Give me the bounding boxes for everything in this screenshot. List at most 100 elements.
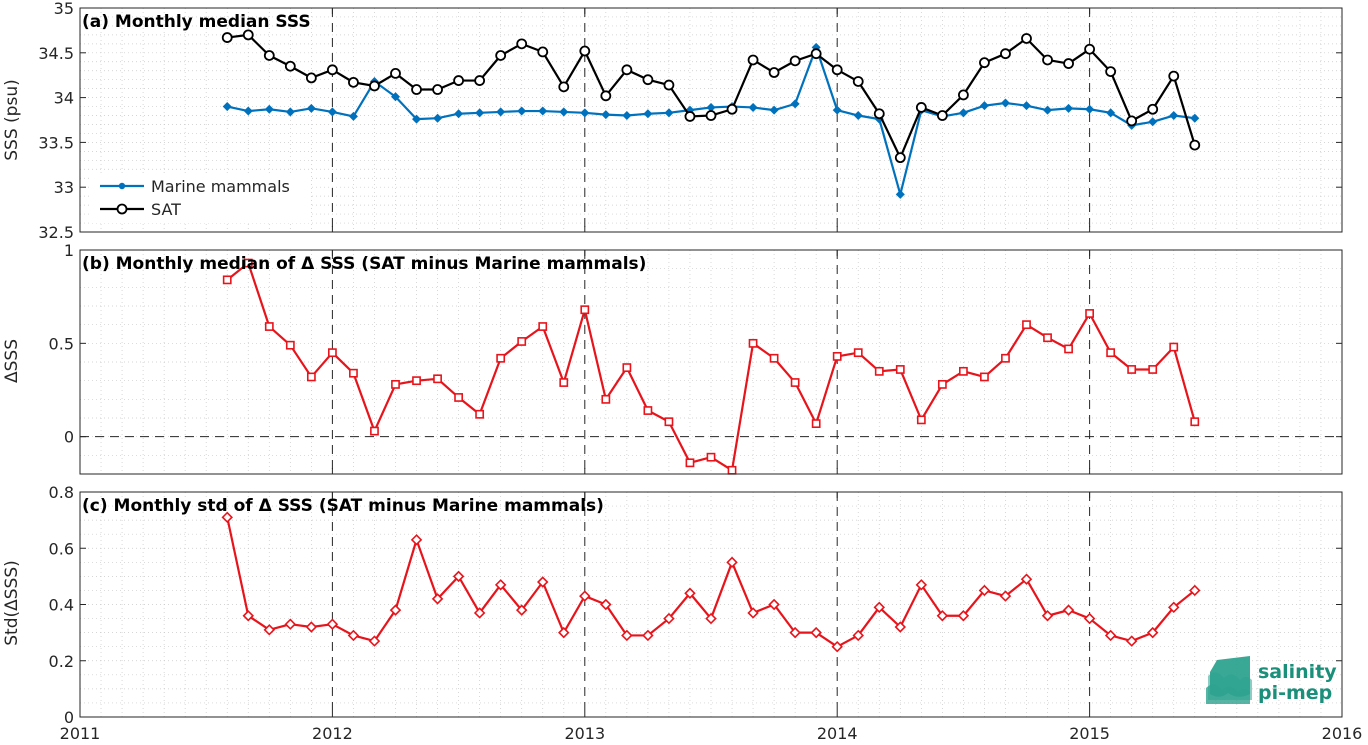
data-point-marker	[1043, 105, 1053, 115]
data-point-marker	[474, 75, 486, 86]
data-point-marker	[705, 110, 717, 121]
panel-a-axes-frame	[79, 7, 1343, 233]
data-point-marker	[538, 106, 548, 116]
data-point-marker	[221, 32, 233, 43]
data-point-marker	[1190, 113, 1200, 123]
y-tick-label: 34	[54, 89, 74, 108]
data-point-marker	[936, 610, 949, 622]
data-point-marker	[1127, 365, 1137, 374]
data-point-marker	[600, 598, 612, 611]
data-point-marker	[1083, 612, 1096, 625]
data-point-marker	[937, 379, 947, 389]
data-point-marker	[980, 372, 989, 382]
data-point-marker	[1022, 320, 1031, 330]
data-point-marker	[1085, 309, 1094, 318]
data-point-marker	[600, 90, 612, 102]
data-point-marker	[916, 415, 926, 425]
data-point-marker	[326, 618, 339, 630]
y-tick-label: 0	[64, 428, 74, 447]
data-point-marker	[496, 107, 506, 117]
data-point-marker	[222, 275, 232, 285]
data-point-marker	[370, 426, 379, 436]
data-point-marker	[747, 54, 759, 66]
data-point-marker	[1063, 58, 1074, 69]
data-point-marker	[1189, 139, 1201, 151]
x-tick-label: 2011	[60, 724, 101, 743]
data-point-marker	[517, 337, 527, 346]
data-point-marker	[1190, 417, 1200, 427]
y-tick-label: 0.5	[49, 334, 74, 353]
data-point-marker	[431, 593, 444, 605]
data-point-marker	[685, 458, 695, 468]
y-tick-label: 32.5	[38, 223, 74, 242]
data-point-marker	[936, 110, 948, 121]
y-tick-label: 33.5	[38, 133, 74, 152]
data-point-marker	[1169, 342, 1179, 352]
data-point-marker	[663, 612, 675, 625]
data-point-marker	[1106, 348, 1116, 358]
data-point-marker	[915, 579, 928, 591]
panel-b-axes-frame	[79, 249, 1343, 475]
data-point-marker	[347, 629, 360, 642]
data-point-marker	[517, 106, 527, 116]
panel-c-title: (c) Monthly std of Δ SSS (SAT minus Mari…	[82, 496, 604, 516]
data-point-marker	[853, 348, 863, 358]
wave-logo-icon	[1206, 656, 1252, 704]
data-point-marker	[263, 624, 276, 636]
data-point-marker	[221, 511, 233, 524]
data-point-marker	[579, 45, 591, 57]
x-tick-label: 2013	[564, 724, 605, 743]
data-point-marker	[852, 76, 864, 87]
data-point-marker	[727, 465, 737, 475]
data-point-marker	[558, 81, 570, 93]
data-point-marker	[706, 452, 716, 462]
data-point-marker	[326, 64, 338, 76]
y-tick-label: 0.2	[49, 652, 74, 671]
data-point-marker	[580, 305, 590, 315]
data-point-marker	[1104, 629, 1117, 642]
data-point-marker	[769, 353, 779, 363]
y-tick-label: 0	[64, 708, 74, 727]
data-point-marker	[1147, 103, 1159, 115]
data-point-marker	[1106, 108, 1116, 118]
y-tick-label: 33	[54, 178, 74, 197]
data-point-marker	[515, 604, 528, 616]
data-point-marker	[453, 75, 465, 86]
data-point-marker	[410, 534, 423, 546]
data-point-marker	[263, 50, 275, 61]
data-point-marker	[558, 626, 570, 639]
data-point-marker	[473, 607, 486, 619]
data-point-marker	[915, 102, 927, 113]
panel-c-ylabel: Std(ΔSSS)	[2, 560, 22, 646]
panel-a-title: (a) Monthly median SSS	[82, 12, 311, 32]
data-point-marker	[580, 108, 590, 118]
data-point-marker	[1064, 344, 1073, 354]
data-point-marker	[1001, 353, 1010, 363]
data-point-marker	[810, 48, 822, 60]
data-point-marker	[768, 598, 780, 611]
data-point-marker	[432, 84, 443, 95]
data-point-marker	[789, 55, 801, 67]
data-point-marker	[306, 372, 316, 382]
data-point-marker	[433, 113, 443, 123]
panel-a-ylabel: SSS (psu)	[2, 79, 22, 160]
data-point-marker	[369, 80, 380, 92]
data-point-marker	[769, 105, 779, 115]
data-point-marker	[601, 394, 611, 404]
data-point-marker	[242, 29, 254, 41]
data-point-marker	[559, 107, 569, 117]
data-point-marker	[390, 68, 401, 79]
data-point-marker	[601, 110, 611, 120]
data-point-marker	[853, 111, 863, 121]
data-point-marker	[895, 189, 905, 199]
y-tick-label: 1	[64, 241, 74, 260]
data-point-marker	[412, 376, 421, 386]
y-tick-label: 35	[54, 0, 74, 18]
data-point-marker	[978, 584, 991, 597]
logo-text-salinity: salinity	[1258, 661, 1337, 683]
data-point-marker	[1041, 610, 1054, 622]
data-point-marker	[1021, 101, 1032, 111]
data-point-marker	[579, 590, 591, 602]
data-point-marker	[957, 610, 970, 622]
y-tick-label: 0.6	[49, 539, 74, 558]
